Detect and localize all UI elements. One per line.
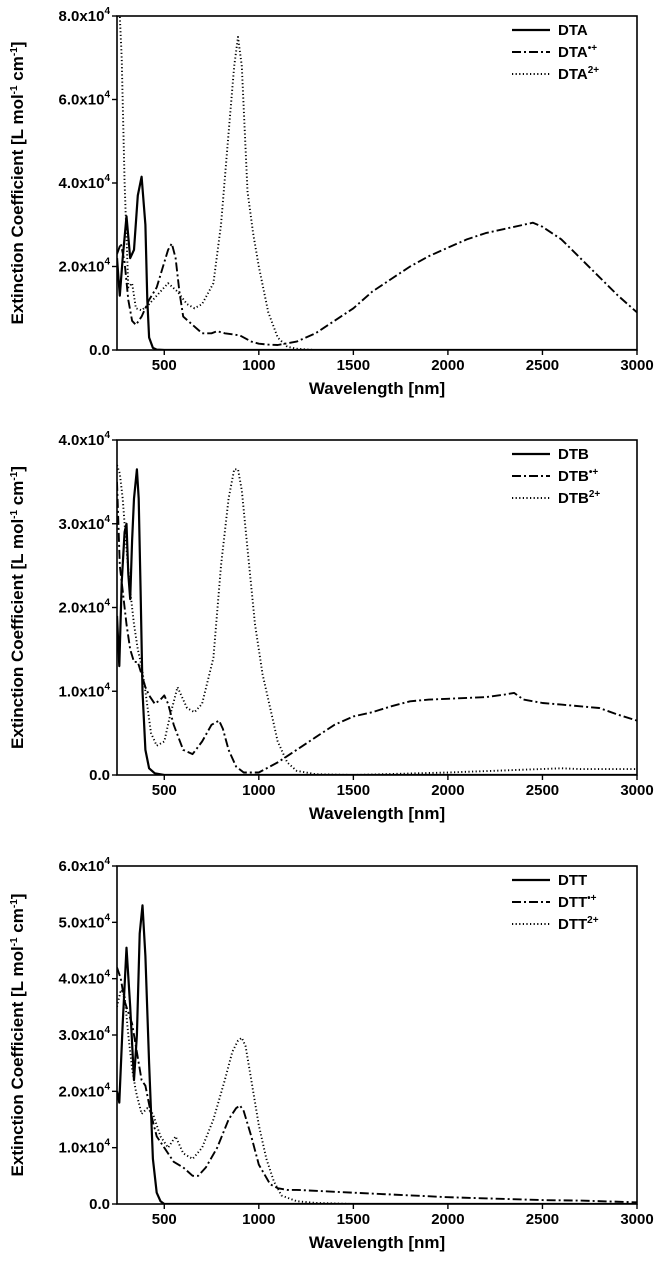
legend-label: DTA•+	[558, 43, 597, 61]
x-tick-label: 1500	[337, 357, 370, 374]
y-tick-label: 4.0x104	[59, 430, 111, 449]
y-axis-title: Extinction Coefficient [L mol-1 cm-1]	[8, 42, 27, 325]
chart-panel-3: 500 1000 1500 2000 2500 3000 0.0 1.0x104 2.0x104…	[8, 856, 654, 1252]
series-line-dtb-2	[117, 464, 637, 775]
y-tick-label: 8.0x104	[59, 6, 111, 25]
series-line-dtb-0	[117, 468, 637, 775]
y-tick-label: 4.0x104	[59, 173, 111, 192]
series-line-dta-2	[117, 16, 637, 350]
y-tick-label: 5.0x104	[59, 912, 111, 931]
legend-label: DTA	[558, 22, 588, 39]
x-axis-title: Wavelength [nm]	[309, 379, 445, 398]
y-tick-label: 6.0x104	[59, 90, 111, 109]
y-tick-label: 4.0x104	[59, 969, 111, 988]
x-tick-label: 3000	[620, 357, 653, 374]
x-tick-label: 2500	[526, 1211, 559, 1228]
legend-label: DTT•+	[558, 893, 597, 911]
y-tick-label: 1.0x104	[59, 1138, 111, 1157]
series-line-dtt-0	[117, 904, 637, 1204]
legend-label: DTB•+	[558, 467, 598, 485]
series-line-dta-1	[117, 221, 637, 346]
y-axis-title: Extinction Coefficient [L mol-1 cm-1]	[8, 466, 27, 749]
x-axis-title: Wavelength [nm]	[309, 804, 445, 823]
legend-label: DTT	[558, 872, 587, 889]
x-tick-label: 1000	[242, 357, 275, 374]
y-tick-label: 0.0	[89, 342, 110, 359]
x-tick-label: 1000	[242, 1211, 275, 1228]
legend-label: DTB2+	[558, 489, 600, 507]
x-axis-title: Wavelength [nm]	[309, 1233, 445, 1252]
x-tick-label: 1500	[337, 1211, 370, 1228]
x-tick-label: 2000	[431, 357, 464, 374]
y-axis-title: Extinction Coefficient [L mol-1 cm-1]	[8, 894, 27, 1177]
y-tick-label: 0.0	[89, 767, 110, 784]
series-line-dtb-1	[117, 481, 637, 774]
y-tick-label: 1.0x104	[59, 681, 111, 700]
x-tick-label: 2000	[431, 1211, 464, 1228]
series-line-dtt-2	[117, 988, 637, 1204]
chart-panel-2: 500 1000 1500 2000 2500 3000 0.0 1.0x104 2.0x104…	[8, 430, 654, 823]
y-tick-label: 2.0x104	[59, 1081, 111, 1100]
y-tick-label: 2.0x104	[59, 257, 111, 276]
x-tick-label: 3000	[620, 1211, 653, 1228]
y-tick-label: 6.0x104	[59, 856, 111, 875]
x-tick-label: 3000	[620, 782, 653, 799]
legend-label: DTA2+	[558, 65, 599, 83]
y-tick-label: 3.0x104	[59, 514, 111, 533]
y-tick-label: 0.0	[89, 1196, 110, 1213]
x-tick-label: 2500	[526, 782, 559, 799]
x-tick-label: 500	[152, 1211, 177, 1228]
series-line-dtt-1	[117, 967, 637, 1204]
x-tick-label: 500	[152, 782, 177, 799]
x-tick-label: 1500	[337, 782, 370, 799]
x-tick-label: 500	[152, 357, 177, 374]
y-tick-label: 2.0x104	[59, 598, 111, 617]
chart-panel-1: 500 1000 1500 2000 2500 3000 0.0 2.0x104 4.0x104…	[8, 6, 654, 398]
x-tick-label: 2500	[526, 357, 559, 374]
series-line-dta-0	[117, 175, 637, 350]
x-tick-label: 2000	[431, 782, 464, 799]
y-tick-label: 3.0x104	[59, 1025, 111, 1044]
legend-label: DTT2+	[558, 915, 599, 933]
legend-label: DTB	[558, 446, 589, 463]
x-tick-label: 1000	[242, 782, 275, 799]
